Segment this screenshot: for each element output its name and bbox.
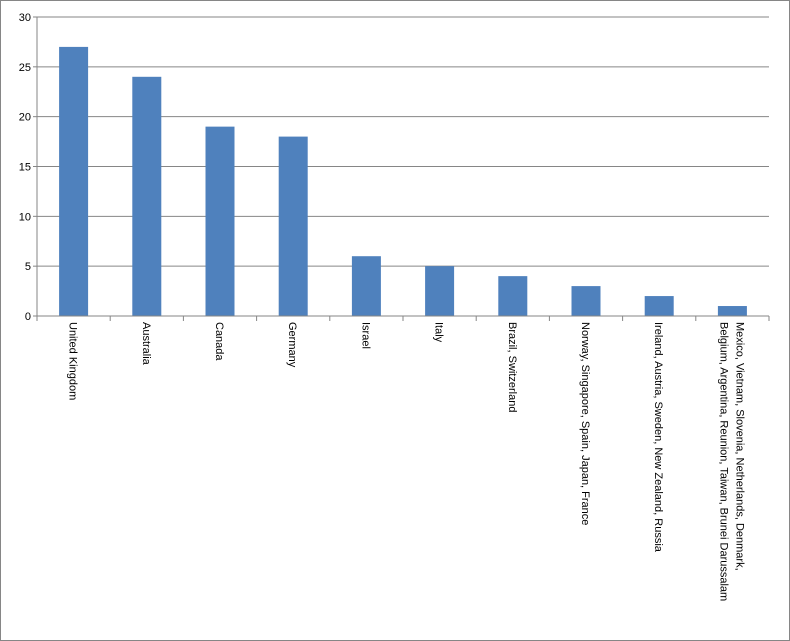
x-tick-label: Ireland, Austria, Sweden, New Zealand, R… xyxy=(652,322,664,553)
bar xyxy=(644,296,674,316)
bar xyxy=(205,126,235,316)
x-tick-label: Mexico, Vietnam, Slovenia, Netherlands, … xyxy=(733,322,745,571)
x-tick-label: Italy xyxy=(433,322,445,343)
bar xyxy=(717,306,747,316)
x-tick-label: Norway, Singapore, Spain, Japan, France xyxy=(579,322,591,525)
y-tick-label: 30 xyxy=(19,12,31,24)
x-tick-label: Belgium, Argentina, Reunion, Taiwan, Bru… xyxy=(717,322,729,601)
x-tick-label: Israel xyxy=(359,322,371,349)
y-tick-label: 15 xyxy=(19,162,31,174)
x-tick-label: Germany xyxy=(286,322,298,368)
bar xyxy=(59,46,89,317)
bar xyxy=(571,286,601,316)
x-tick-label: Brazil, Switzerland xyxy=(506,322,518,412)
bar xyxy=(278,136,308,316)
bar xyxy=(132,76,162,316)
bar xyxy=(351,256,381,316)
bar xyxy=(425,266,455,316)
bar xyxy=(498,276,528,316)
y-tick-label: 5 xyxy=(25,261,31,273)
y-tick-label: 0 xyxy=(25,311,31,323)
y-tick-label: 20 xyxy=(19,112,31,124)
x-tick-label: United Kingdom xyxy=(67,322,79,400)
x-tick-label-group: Mexico, Vietnam, Slovenia, Netherlands, … xyxy=(717,322,745,601)
x-tick-label: Canada xyxy=(213,322,225,361)
y-tick-label: 25 xyxy=(19,62,31,74)
y-tick-label: 10 xyxy=(19,211,31,223)
x-tick-label: Australia xyxy=(140,322,152,366)
